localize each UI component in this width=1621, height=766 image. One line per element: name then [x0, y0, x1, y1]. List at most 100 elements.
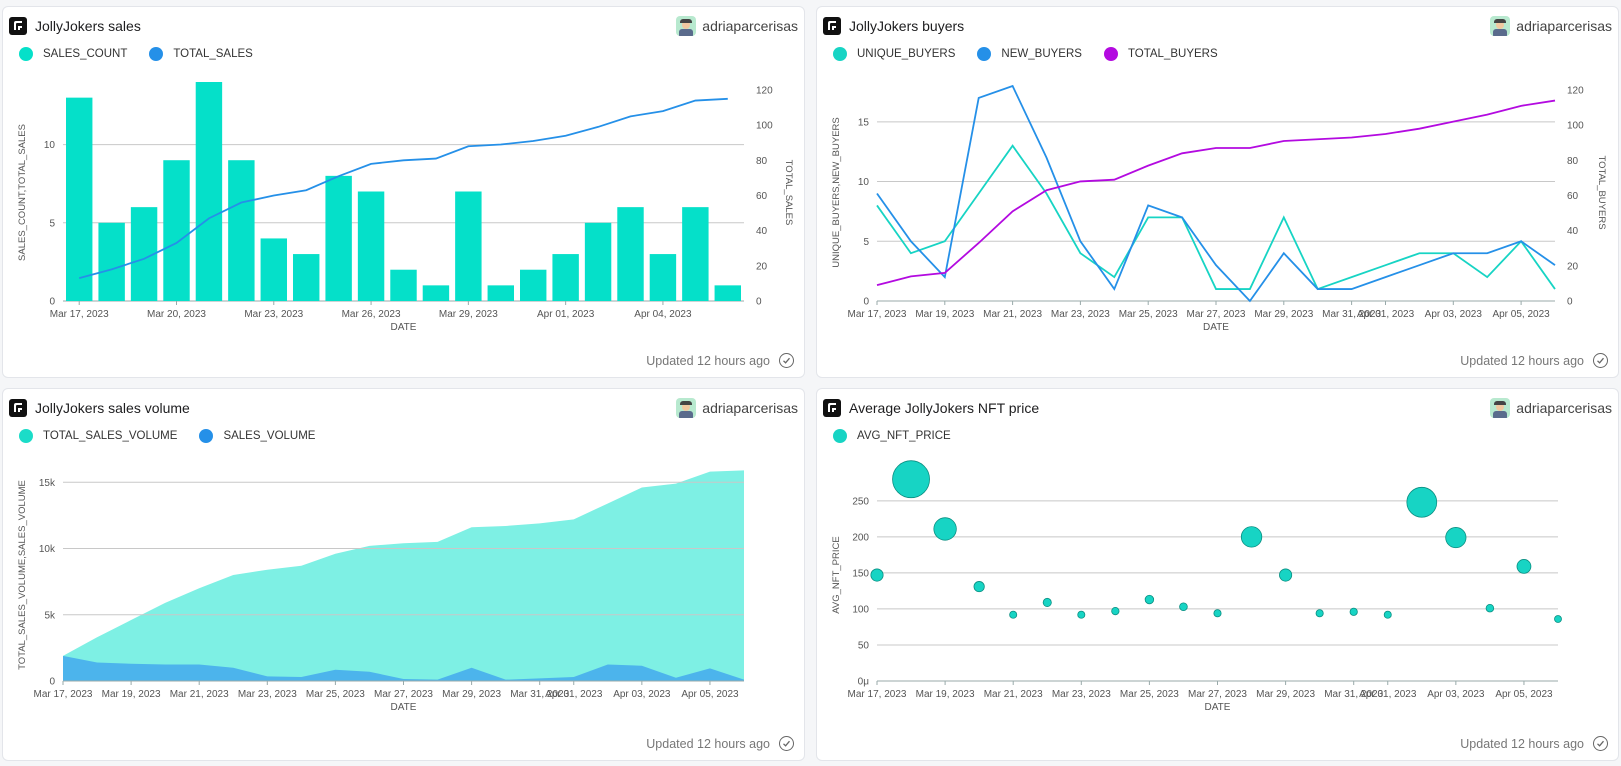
legend-item-total-sales-volume[interactable]: TOTAL_SALES_VOLUME — [19, 429, 177, 443]
x-tick-label: Mar 29, 2023 — [442, 689, 501, 700]
panel-title[interactable]: JollyJokers buyers — [849, 18, 965, 34]
scatter-point — [1077, 610, 1086, 619]
bar — [455, 191, 482, 301]
panel-title[interactable]: JollyJokers sales — [35, 18, 141, 34]
legend-label: TOTAL_SALES — [173, 48, 253, 60]
x-tick-label: Apr 01, 2023 — [537, 309, 595, 320]
sales-volume-chart[interactable]: 0 5k 10k 15k Mar 17, 2023 Mar 19, 2023 Mar 21,… — [3, 389, 806, 762]
author[interactable]: adriaparcerisas — [1490, 16, 1612, 36]
flipside-logo-icon[interactable] — [9, 399, 27, 417]
panel-header: JollyJokers sales volume adriaparcerisas — [9, 397, 798, 419]
chart-legend: UNIQUE_BUYERS NEW_BUYERS TOTAL_BUYERS — [833, 47, 1240, 61]
scatter-point — [1349, 607, 1358, 616]
x-tick-label: Mar 17, 2023 — [848, 309, 907, 320]
author-name[interactable]: adriaparcerisas — [1516, 400, 1612, 416]
avatar — [676, 398, 697, 418]
legend-dot — [833, 47, 847, 61]
y2-tick-label: 20 — [756, 261, 768, 272]
author[interactable]: adriaparcerisas — [1490, 398, 1612, 418]
x-axis-label: DATE — [1205, 702, 1231, 713]
bar — [98, 222, 125, 301]
y-tick-label: 200 — [852, 532, 869, 543]
panel-title[interactable]: Average JollyJokers NFT price — [849, 400, 1040, 416]
x-axis-label: DATE — [391, 702, 417, 713]
bar — [649, 254, 677, 301]
bar — [195, 82, 223, 301]
scatter-point — [1516, 559, 1532, 574]
legend-item-total-buyers[interactable]: TOTAL_BUYERS — [1103, 47, 1218, 61]
flipside-logo-icon[interactable] — [9, 17, 27, 35]
updated-text: Updated 12 hours ago — [646, 353, 770, 368]
check-circle-icon[interactable] — [779, 353, 794, 368]
bar — [260, 238, 287, 301]
panel-footer: Updated 12 hours ago — [1460, 353, 1608, 368]
x-tick-label: Apr 03, 2023 — [1425, 309, 1483, 320]
legend-item-unique-buyers[interactable]: UNIQUE_BUYERS — [833, 47, 955, 61]
legend-label: SALES_VOLUME — [223, 430, 316, 442]
check-circle-icon[interactable] — [779, 736, 794, 751]
y-tick-label: 15 — [858, 117, 870, 128]
y-tick-label: 5 — [49, 218, 55, 229]
legend-item-total-sales[interactable]: TOTAL_SALES — [149, 47, 253, 61]
series-line-total_buyers — [876, 99, 1556, 287]
panel-header: JollyJokers buyers adriaparcerisas — [823, 15, 1612, 37]
y2-tick-label: 0 — [1567, 297, 1573, 308]
x-tick-label: Apr 05, 2023 — [681, 689, 739, 700]
x-tick-label: Mar 26, 2023 — [342, 309, 401, 320]
panel-header: JollyJokers sales adriaparcerisas — [9, 15, 798, 37]
scatter-point — [1445, 527, 1467, 549]
x-tick-label: Mar 31, 2023 — [510, 689, 569, 700]
y-tick-label: 10k — [39, 544, 56, 555]
legend-item-sales-count[interactable]: SALES_COUNT — [19, 47, 127, 61]
flipside-logo-icon[interactable] — [823, 399, 841, 417]
chart-legend: AVG_NFT_PRICE — [833, 429, 973, 443]
author-name[interactable]: adriaparcerisas — [702, 18, 798, 34]
legend-dot — [19, 429, 33, 443]
panel-buyers: JollyJokers buyers adriaparcerisas UNIQU… — [816, 6, 1619, 378]
avg-price-chart[interactable]: 0μ 50 100 150 200 250 Mar 17, 2023 Mar 19, 2023… — [817, 389, 1620, 762]
y-axis-label: AVG_NFT_PRICE — [831, 536, 842, 613]
legend-item-new-buyers[interactable]: NEW_BUYERS — [977, 47, 1082, 61]
bar — [357, 191, 385, 301]
legend-label: TOTAL_BUYERS — [1127, 48, 1218, 60]
scatter-point — [1240, 526, 1263, 548]
author-name[interactable]: adriaparcerisas — [1516, 18, 1612, 34]
author-name[interactable]: adriaparcerisas — [702, 400, 798, 416]
legend-item-sales-volume[interactable]: SALES_VOLUME — [199, 429, 315, 443]
y-tick-label: 0 — [863, 297, 869, 308]
y2-tick-label: 120 — [756, 86, 773, 97]
y2-tick-label: 80 — [756, 156, 768, 167]
buyers-chart[interactable]: 0 5 10 15 Mar 17, 2023 Mar 19, 2023 Mar 21, 20… — [817, 7, 1620, 379]
flipside-logo-icon[interactable] — [823, 17, 841, 35]
x-tick-label: Mar 23, 2023 — [1052, 689, 1111, 700]
bar — [228, 160, 255, 301]
x-axis-label: DATE — [391, 322, 417, 333]
legend-item-avg-nft-price[interactable]: AVG_NFT_PRICE — [833, 429, 951, 443]
x-tick-label: Mar 19, 2023 — [916, 689, 975, 700]
x-tick-label: Apr 01, 2023 — [1357, 309, 1415, 320]
x-tick-label: Mar 29, 2023 — [1256, 689, 1315, 700]
chart-legend: TOTAL_SALES_VOLUME SALES_VOLUME — [19, 429, 337, 443]
sales-chart[interactable]: 0 5 10 Mar 17, 2023 Mar 20, 2023 Mar 23, 2023… — [3, 7, 806, 379]
scatter-point — [933, 517, 957, 541]
author[interactable]: adriaparcerisas — [676, 398, 798, 418]
check-circle-icon[interactable] — [1593, 736, 1608, 751]
avatar — [1490, 16, 1511, 36]
bar — [584, 222, 612, 301]
y-tick-label: 250 — [852, 496, 869, 507]
author[interactable]: adriaparcerisas — [676, 16, 798, 36]
check-circle-icon[interactable] — [1593, 353, 1608, 368]
legend-label: NEW_BUYERS — [1001, 48, 1082, 60]
x-tick-label: Mar 25, 2023 — [1119, 309, 1178, 320]
x-tick-label: Mar 21, 2023 — [983, 309, 1042, 320]
area-sales_volume — [63, 655, 744, 681]
bar — [390, 269, 417, 301]
legend-dot — [199, 429, 214, 443]
y-tick-label: 100 — [852, 604, 869, 615]
y-tick-label: 5k — [44, 610, 56, 621]
panel-title[interactable]: JollyJokers sales volume — [35, 400, 190, 416]
y-tick-label: 150 — [852, 568, 869, 579]
scatter-point — [1111, 606, 1120, 616]
x-tick-label: Mar 17, 2023 — [34, 689, 93, 700]
scatter-point — [1179, 602, 1188, 612]
